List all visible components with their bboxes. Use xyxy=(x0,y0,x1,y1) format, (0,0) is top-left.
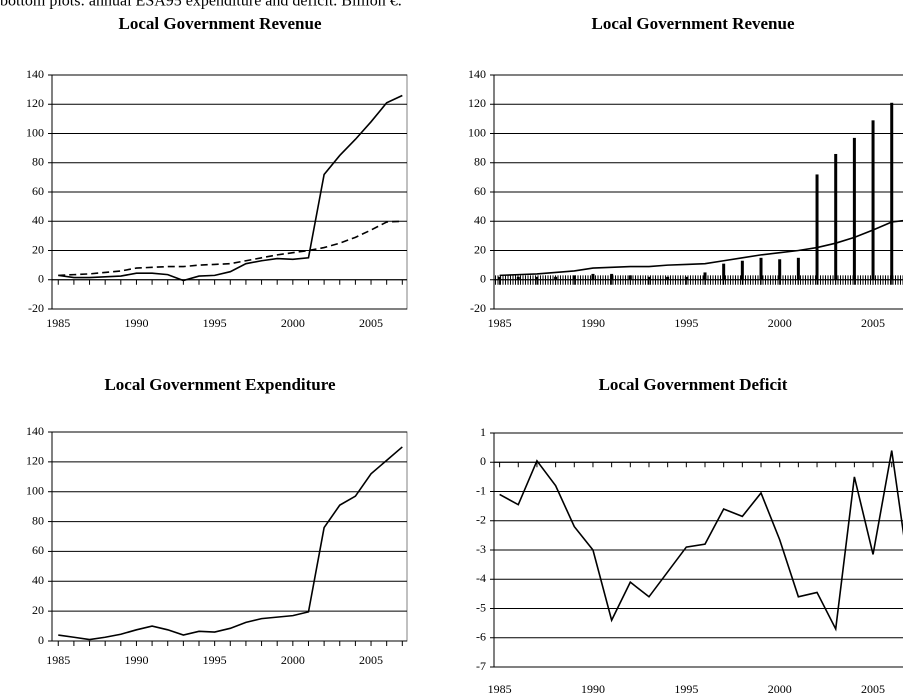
spike-bar xyxy=(871,120,875,280)
y-tick-label: 0 xyxy=(38,272,44,286)
x-tick-label: 1985 xyxy=(46,653,70,667)
y-tick-label: -6 xyxy=(476,630,486,644)
x-tick-label: 1990 xyxy=(581,316,605,330)
y-tick-label: 120 xyxy=(26,96,44,110)
spike-bar xyxy=(498,276,502,280)
x-tick-label: 2000 xyxy=(768,316,792,330)
chart: Local Government Revenue -20 0 20 40 60 80 100 1… xyxy=(468,14,903,330)
x-tick-label: 1995 xyxy=(203,653,227,667)
x-tick-label: 2005 xyxy=(861,682,885,696)
y-tick-label: -7 xyxy=(476,659,486,673)
spike-bar xyxy=(703,272,707,280)
y-tick-label: 20 xyxy=(32,603,44,617)
y-tick-label: 140 xyxy=(468,67,486,81)
spike-bar xyxy=(834,153,838,280)
y-tick-label: 0 xyxy=(480,272,486,286)
chart-title: Local Government Revenue xyxy=(591,14,794,33)
spike-bar xyxy=(647,276,651,280)
x-tick-label: 1995 xyxy=(674,682,698,696)
y-tick-label: 100 xyxy=(468,125,486,139)
spike-bar xyxy=(591,273,595,280)
y-tick-label: 80 xyxy=(32,155,44,169)
caption: bottom plots: annual ESA95 expenditure a… xyxy=(0,0,402,10)
x-tick-label: 1985 xyxy=(46,316,70,330)
y-tick-label: 80 xyxy=(32,513,44,527)
y-tick-label: -4 xyxy=(476,571,486,585)
spike-bar xyxy=(684,276,688,280)
y-tick-label: 1 xyxy=(480,425,486,439)
x-tick-label: 1990 xyxy=(124,653,148,667)
spike-bar xyxy=(815,174,819,280)
spike-bar xyxy=(890,102,894,280)
chart-title: Local Government Revenue xyxy=(118,14,321,33)
y-tick-label: 60 xyxy=(32,543,44,557)
y-tick-label: 40 xyxy=(32,573,44,587)
spike-bar xyxy=(516,276,520,280)
spike-bar xyxy=(535,276,539,280)
x-tick-label: 1990 xyxy=(581,682,605,696)
spike-bar xyxy=(852,137,856,280)
y-tick-label: -3 xyxy=(476,542,486,556)
x-tick-label: 1990 xyxy=(124,316,148,330)
y-tick-label: 60 xyxy=(32,184,44,198)
line-series xyxy=(58,220,403,277)
y-tick-label: -2 xyxy=(476,513,486,527)
line-series xyxy=(58,446,403,641)
y-tick-label: 0 xyxy=(38,633,44,647)
y-tick-label: 120 xyxy=(468,96,486,110)
spike-bar xyxy=(666,276,670,280)
y-tick-label: -20 xyxy=(28,301,44,315)
y-tick-label: 80 xyxy=(474,155,486,169)
y-tick-label: 140 xyxy=(26,424,44,438)
y-tick-label: 60 xyxy=(474,184,486,198)
y-tick-label: -20 xyxy=(470,301,486,315)
x-tick-label: 2005 xyxy=(861,316,885,330)
y-tick-label: 20 xyxy=(474,242,486,256)
y-tick-label: 100 xyxy=(26,483,44,497)
y-tick-label: -5 xyxy=(476,600,486,614)
x-tick-label: 2005 xyxy=(359,653,383,667)
spike-bar xyxy=(759,257,763,280)
x-tick-label: 1995 xyxy=(674,316,698,330)
x-tick-label: 2000 xyxy=(281,653,305,667)
chart: Local Government Deficit -7 -6 -5 -4 -3 -2 -1 0 1… xyxy=(476,375,903,696)
chart-title: Local Government Expenditure xyxy=(104,375,336,394)
spike-bar xyxy=(610,273,614,280)
x-tick-label: 2000 xyxy=(281,316,305,330)
monthly-hatch xyxy=(494,275,903,285)
plot-area xyxy=(51,431,408,642)
line-series xyxy=(58,94,403,282)
spike-bar xyxy=(572,275,576,280)
spike-bar xyxy=(628,275,632,280)
line-series xyxy=(499,450,903,632)
y-tick-label: 100 xyxy=(26,125,44,139)
y-tick-label: 120 xyxy=(26,454,44,468)
spike-bar xyxy=(778,259,782,280)
y-tick-label: 0 xyxy=(480,454,486,468)
line-series xyxy=(499,219,903,277)
y-tick-label: -1 xyxy=(476,483,486,497)
spike-bar xyxy=(722,263,726,280)
spike-bar xyxy=(796,257,800,280)
x-tick-label: 1995 xyxy=(203,316,227,330)
chart: Local Government Revenue -20 0 20 40 60 80 100 1… xyxy=(26,14,408,330)
chart: Local Government Expenditure 0 20 40 60 80 100… xyxy=(26,375,408,667)
spike-bar xyxy=(740,260,744,280)
x-tick-label: 1985 xyxy=(488,316,512,330)
y-tick-label: 40 xyxy=(32,213,44,227)
x-tick-label: 2005 xyxy=(359,316,383,330)
chart-title: Local Government Deficit xyxy=(599,375,788,394)
spike-bar xyxy=(554,276,558,280)
x-tick-label: 1985 xyxy=(488,682,512,696)
y-tick-label: 40 xyxy=(474,213,486,227)
y-tick-label: 140 xyxy=(26,67,44,81)
x-tick-label: 2000 xyxy=(768,682,792,696)
y-tick-label: 20 xyxy=(32,242,44,256)
